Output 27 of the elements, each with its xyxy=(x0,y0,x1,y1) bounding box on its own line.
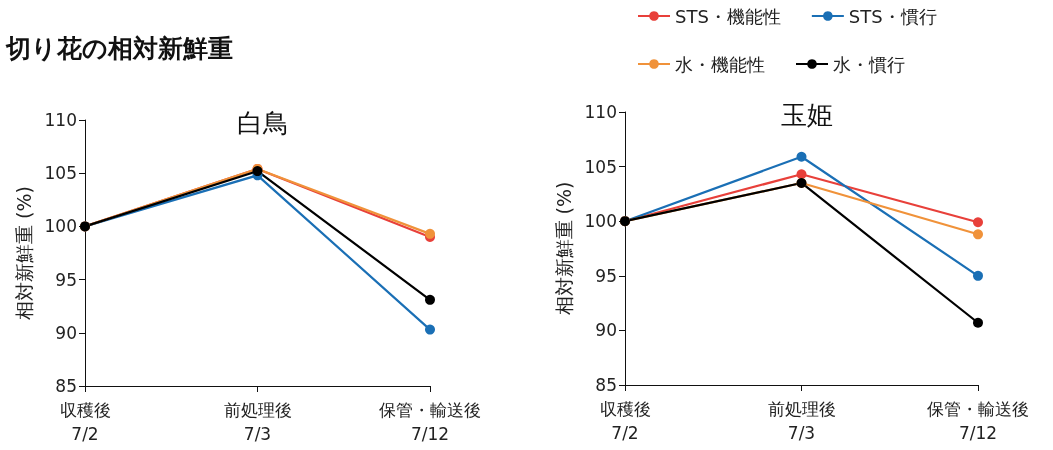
y-tick-label: 90 xyxy=(595,320,617,341)
y-tick-label: 105 xyxy=(44,163,77,184)
y-tick-label: 85 xyxy=(595,375,617,395)
legend-label: 水・機能性 xyxy=(675,53,765,75)
x-tick-label: 保管・輸送後 7/12 xyxy=(379,400,481,444)
y-axis-title: 相対新鮮重 (%) xyxy=(13,186,36,320)
y-tick-label: 90 xyxy=(55,322,77,343)
legend-label: STS・慣行 xyxy=(848,5,937,27)
y-tick-label: 95 xyxy=(55,269,77,290)
x-tick-label: 前処理後 7/3 xyxy=(767,399,836,443)
x-tick-label: 収穫後 7/2 xyxy=(599,399,651,443)
x-tick-label: 保管・輸送後 7/12 xyxy=(927,399,1029,443)
y-tick-label: 95 xyxy=(595,265,617,286)
legend-label: STS・機能性 xyxy=(675,5,781,27)
x-tick-label: 収穫後 7/2 xyxy=(59,400,111,444)
y-tick-label: 110 xyxy=(44,110,77,130)
text: 切り花の相対新鮮重 xyxy=(6,33,233,65)
y-tick-label: 100 xyxy=(584,211,617,232)
y-tick-label: 85 xyxy=(55,376,77,396)
y-tick-label: 105 xyxy=(584,156,617,177)
y-axis-title: 相対新鮮重 (%) xyxy=(553,181,576,316)
chart-title: 白鳥 xyxy=(236,108,289,138)
y-tick-label: 100 xyxy=(44,216,77,237)
x-tick-label: 前処理後 7/3 xyxy=(223,400,292,444)
legend-label: 水・慣行 xyxy=(833,53,905,75)
y-tick-label: 110 xyxy=(584,102,617,122)
chart-title: 玉姫 xyxy=(780,100,833,130)
